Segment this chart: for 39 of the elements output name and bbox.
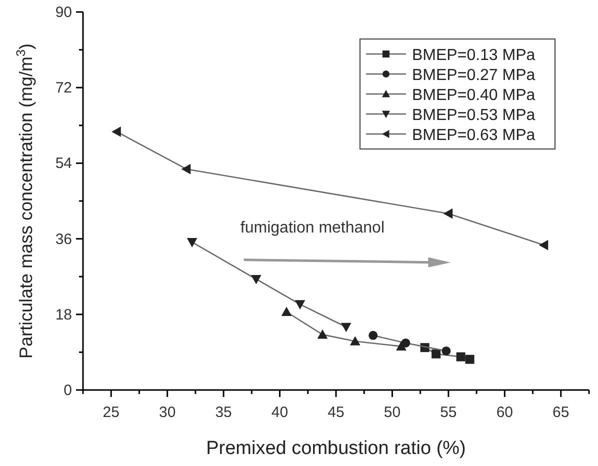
point [181, 164, 191, 174]
y-tick-label: 54 [55, 155, 72, 172]
x-axis-title: Premixed combustion ratio (%) [206, 438, 466, 459]
x-tick-label: 55 [440, 404, 457, 421]
legend-label: BMEP=0.53 MPa [412, 107, 536, 124]
y-tick-label: 36 [55, 230, 72, 248]
point [294, 300, 306, 310]
legend-label: BMEP=0.27 MPa [412, 67, 536, 84]
point [250, 274, 262, 284]
y-tick-label: 0 [64, 382, 72, 399]
point [432, 349, 441, 358]
point [281, 306, 292, 316]
point [442, 346, 451, 356]
x-tick-label: 50 [384, 404, 401, 421]
point [340, 322, 352, 332]
x-tick-label: 45 [328, 404, 344, 421]
x-tick-label: 40 [271, 404, 288, 421]
point [368, 330, 378, 340]
x-tick-label: 35 [215, 404, 232, 421]
point [350, 336, 360, 346]
point [538, 240, 548, 250]
legend-label: BMEP=0.13 MPa [412, 47, 536, 64]
y-tick-label: 18 [55, 306, 72, 324]
point [443, 208, 453, 219]
legend-label: BMEP=0.63 MPa [412, 127, 536, 144]
x-tick-label: 25 [102, 404, 120, 421]
annotation: fumigation methanol [240, 220, 385, 236]
y-tick-label: 90 [55, 4, 72, 21]
x-tick-label: 65 [552, 404, 570, 421]
point [396, 341, 406, 350]
x-tick-label: 60 [496, 404, 514, 421]
point [186, 238, 198, 248]
x-tick-label: 30 [158, 404, 176, 421]
y-tick-label: 72 [55, 80, 72, 97]
point [465, 354, 474, 364]
point [112, 126, 121, 137]
legend-label: BMEP=0.40 MPa [412, 87, 536, 104]
point [456, 352, 466, 362]
point [317, 329, 328, 339]
